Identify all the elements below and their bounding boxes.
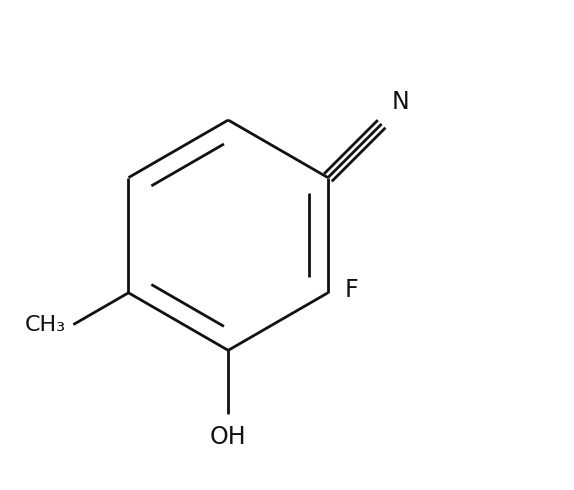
- Text: OH: OH: [210, 425, 246, 449]
- Text: F: F: [345, 278, 359, 302]
- Text: CH₃: CH₃: [25, 315, 66, 335]
- Text: N: N: [392, 90, 410, 114]
